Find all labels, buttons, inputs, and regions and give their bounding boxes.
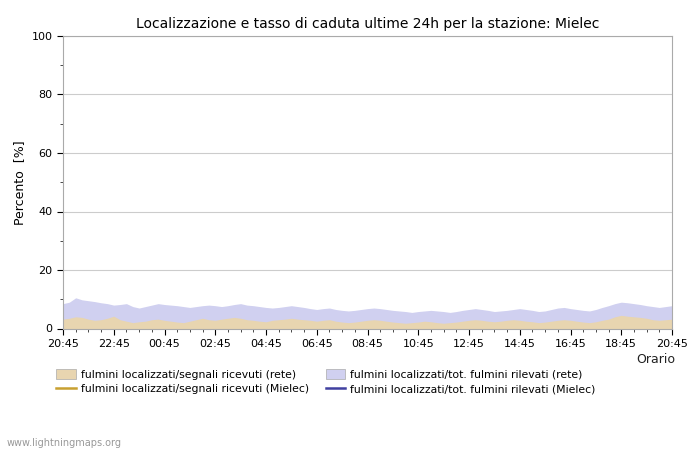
Legend: fulmini localizzati/segnali ricevuti (rete), fulmini localizzati/segnali ricevut: fulmini localizzati/segnali ricevuti (re… <box>56 369 596 395</box>
Text: Orario: Orario <box>636 353 676 366</box>
Title: Localizzazione e tasso di caduta ultime 24h per la stazione: Mielec: Localizzazione e tasso di caduta ultime … <box>136 17 599 31</box>
Text: www.lightningmaps.org: www.lightningmaps.org <box>7 438 122 448</box>
Y-axis label: Percento  [%]: Percento [%] <box>13 140 26 225</box>
